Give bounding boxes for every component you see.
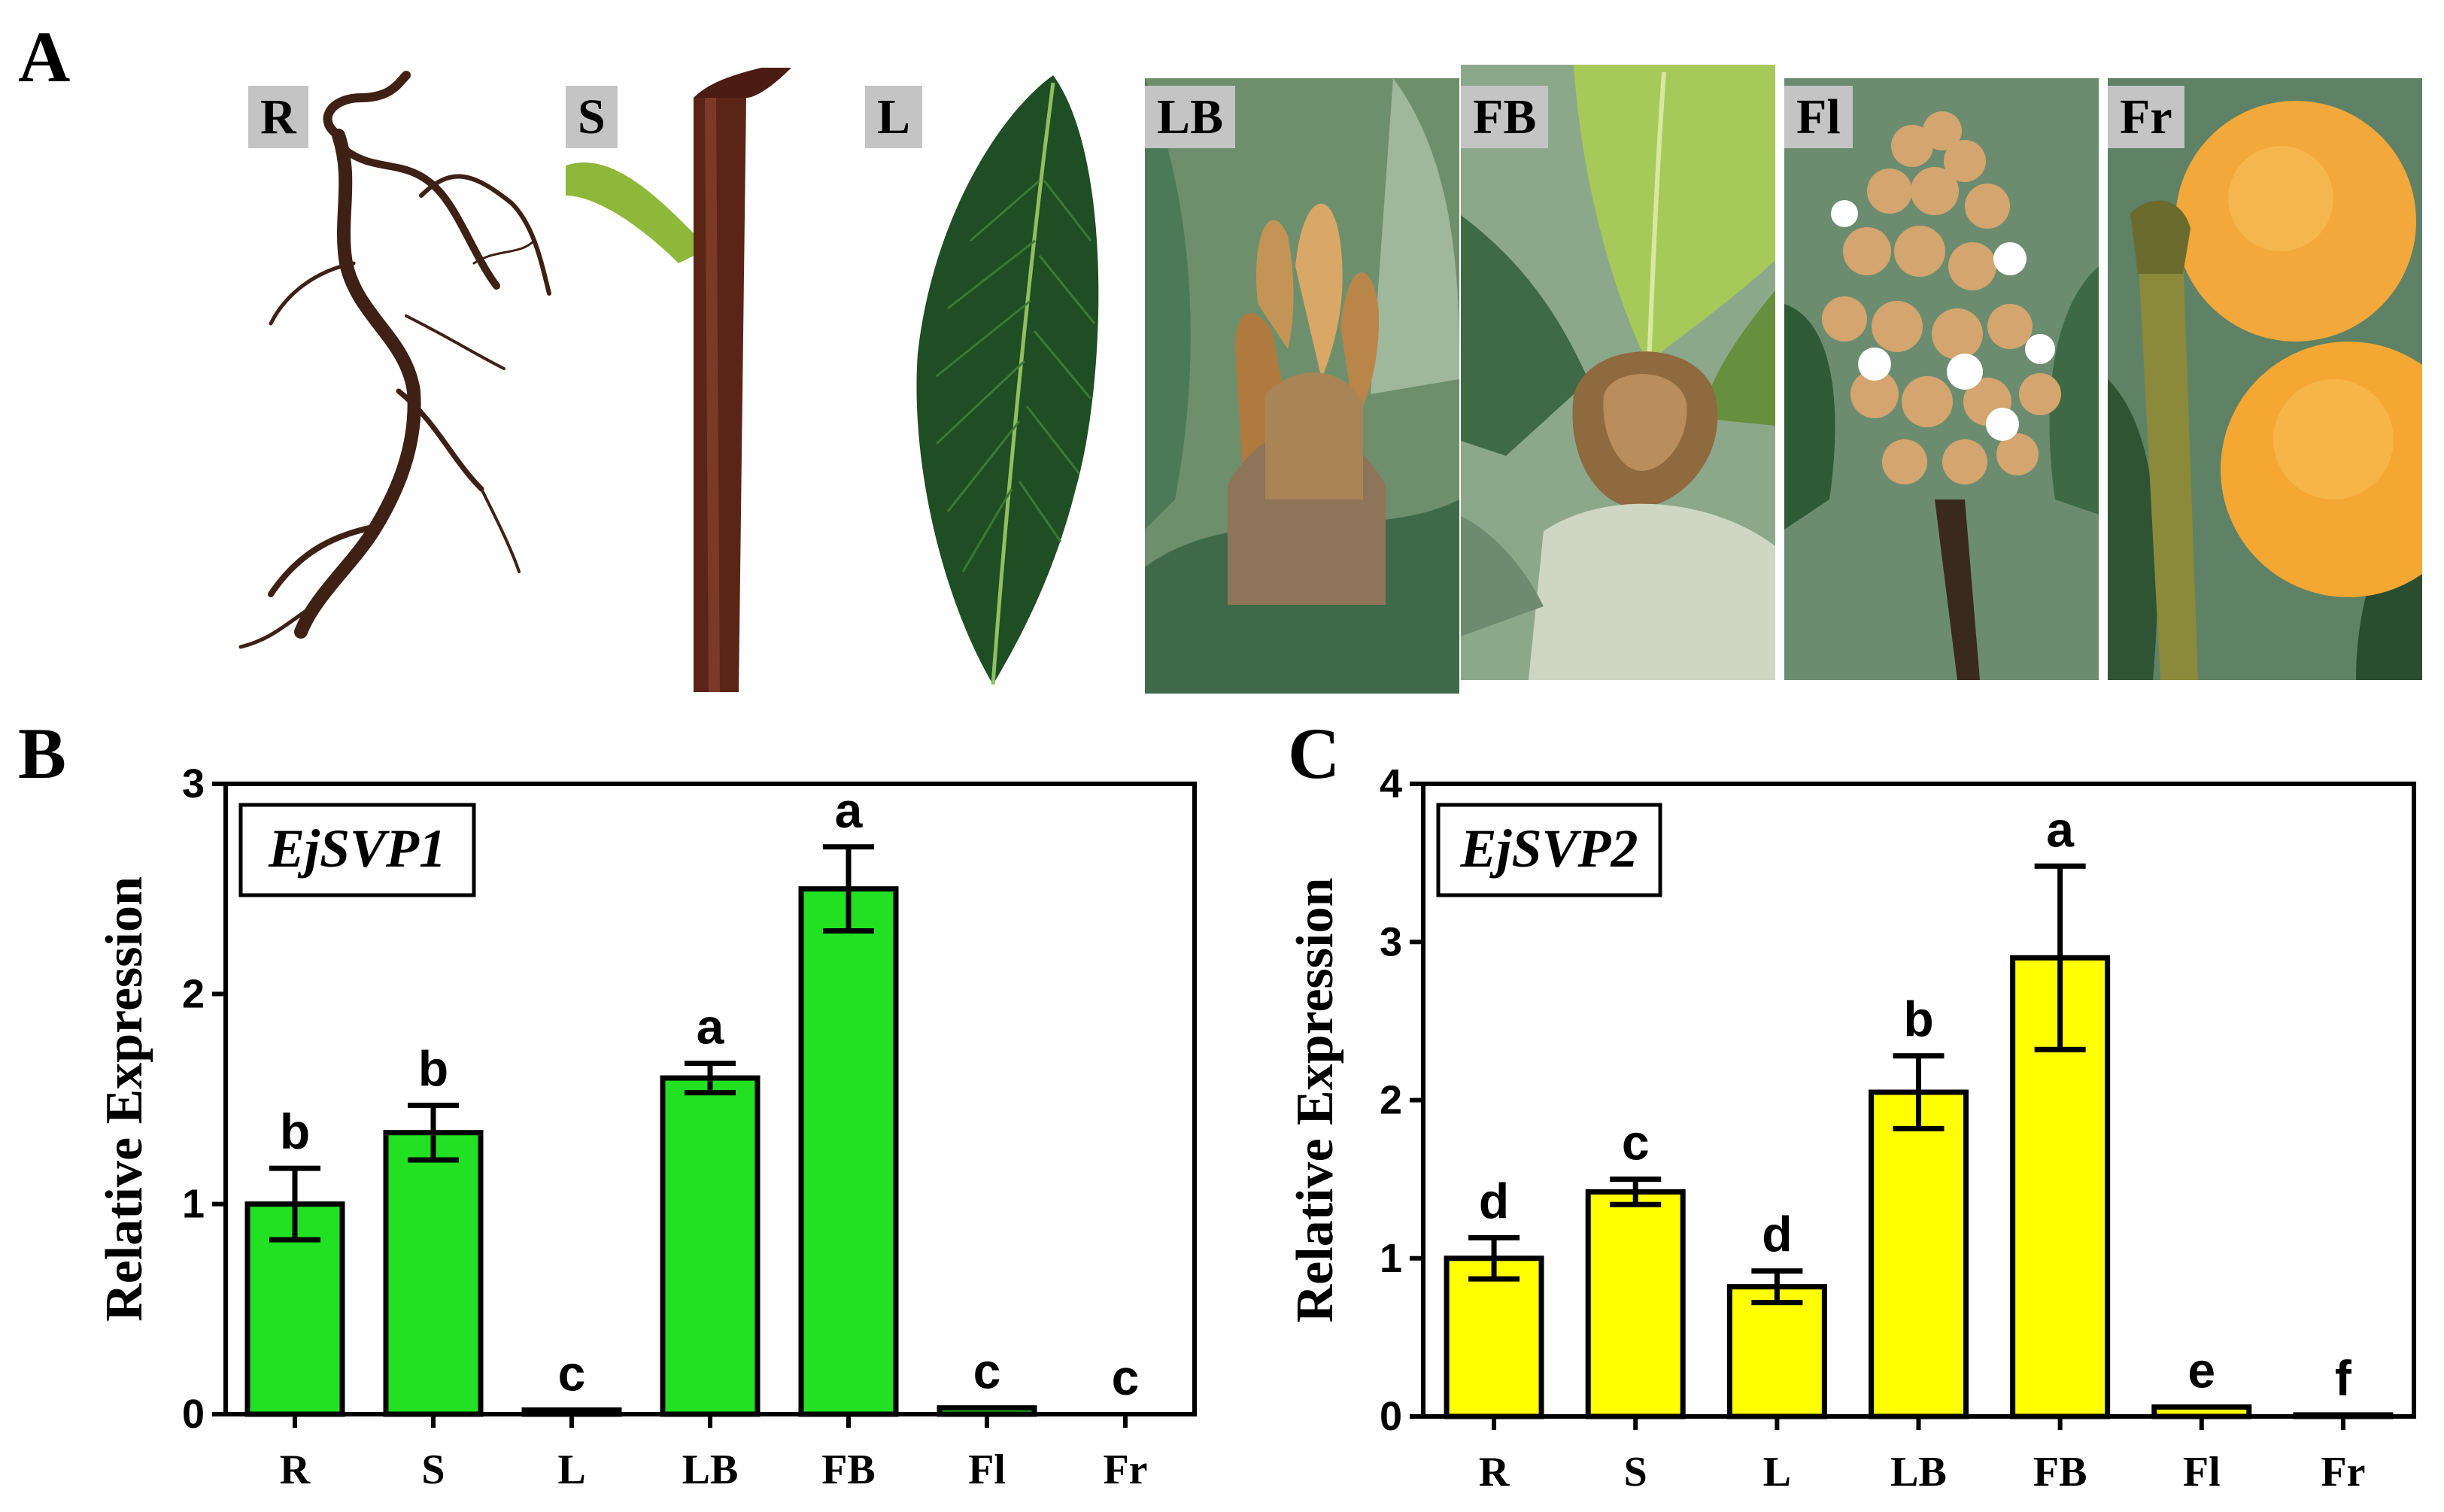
photo-stem: S: [566, 68, 867, 692]
photo-label: S: [566, 86, 618, 148]
significance-letter: a: [2046, 801, 2075, 857]
flower-bud-illustration: [1461, 65, 1775, 680]
x-tick-label: S: [421, 1447, 445, 1493]
photo-label: Fl: [1784, 86, 1853, 148]
x-tick-label: R: [280, 1447, 311, 1493]
y-tick-label: 3: [182, 761, 205, 806]
gene-label: EjSVP1: [268, 818, 446, 879]
y-tick-label: 0: [1380, 1394, 1402, 1439]
photo-leaf: L: [865, 68, 1121, 700]
chart-ejsvp2: 0 1 2 3 4 Relative Expression EjSVP2 d Rc Sd Lb LB a…: [1286, 761, 2416, 1495]
y-tick-label: 1: [182, 1182, 205, 1227]
y-tick-label: 2: [182, 971, 205, 1016]
y-axis-label: Relative Expression: [96, 876, 153, 1322]
x-tick-label: L: [557, 1447, 585, 1493]
significance-letter: d: [1479, 1173, 1509, 1228]
bar-R: [1444, 1255, 1544, 1419]
significance-letter: e: [2187, 1342, 2215, 1398]
y-tick-label: 0: [182, 1392, 205, 1437]
x-tick-label: Fr: [1103, 1447, 1147, 1493]
y-axis-label: Relative Expression: [1286, 878, 1344, 1323]
photo-label: Fr: [2108, 86, 2184, 148]
photo-root: R: [226, 68, 557, 654]
significance-letter: a: [835, 782, 864, 838]
flower-illustration: [1784, 78, 2099, 680]
y-tick-label: 2: [1380, 1078, 1402, 1123]
leaf-illustration: [916, 75, 1099, 685]
photo-fruit: Fr: [2108, 78, 2422, 680]
gene-label-box: [1436, 803, 1662, 897]
x-tick-label: L: [1763, 1449, 1791, 1495]
x-tick-label: Fr: [2321, 1449, 2365, 1495]
x-tick-label: LB: [1890, 1449, 1947, 1495]
significance-letter: a: [697, 999, 725, 1055]
stem-illustration: [566, 68, 791, 692]
photo-flower-bud: FB: [1461, 65, 1775, 680]
bar-L: [1726, 1284, 1827, 1419]
photo-label: FB: [1461, 86, 1549, 148]
y-tick-label: 4: [1380, 761, 1402, 806]
bar-LB: [660, 1075, 761, 1417]
significance-letter: c: [558, 1345, 586, 1401]
panel-label-b: B: [18, 713, 67, 794]
bar-FB: [798, 886, 899, 1417]
significance-letter: f: [2335, 1350, 2352, 1406]
significance-letter: c: [1622, 1115, 1650, 1170]
leaf-bud-illustration: [1145, 78, 1459, 694]
y-tick-label: 1: [1380, 1236, 1402, 1281]
bar-Fl: [2151, 1404, 2252, 1419]
x-tick-label: R: [1479, 1449, 1510, 1495]
significance-letter: c: [1112, 1350, 1140, 1405]
x-tick-label: FB: [821, 1447, 876, 1493]
root-illustration: [238, 71, 551, 649]
y-tick-label: 3: [1380, 919, 1402, 964]
photo-label: LB: [1145, 86, 1236, 148]
x-tick-label: LB: [682, 1447, 739, 1493]
significance-letter: b: [1903, 991, 1933, 1047]
bar-Fr: [2293, 1412, 2394, 1419]
gene-label-box: [238, 803, 476, 897]
photo-flower: Fl: [1784, 78, 2099, 680]
significance-letter: b: [280, 1104, 310, 1159]
fruit-illustration: [2108, 78, 2422, 680]
x-tick-label: FB: [2033, 1449, 2087, 1495]
significance-letter: d: [1762, 1207, 1792, 1262]
x-tick-label: S: [1624, 1449, 1647, 1495]
bar-LB: [1869, 1089, 1969, 1419]
significance-letter: b: [418, 1040, 448, 1096]
photo-label: R: [248, 86, 308, 148]
x-tick-label: Fl: [968, 1447, 1006, 1493]
gene-label: EjSVP2: [1459, 818, 1638, 879]
bar-S: [383, 1130, 484, 1417]
significance-letter: c: [973, 1343, 1001, 1399]
panel-label-a: A: [18, 17, 71, 97]
x-tick-label: Fl: [2183, 1449, 2221, 1495]
bar-Fl: [937, 1405, 1037, 1417]
photo-leaf-bud: LB: [1145, 78, 1459, 694]
photo-label: L: [865, 86, 923, 148]
panel-label-c: C: [1288, 713, 1340, 794]
bar-S: [1585, 1189, 1686, 1419]
bar-L: [521, 1407, 622, 1417]
